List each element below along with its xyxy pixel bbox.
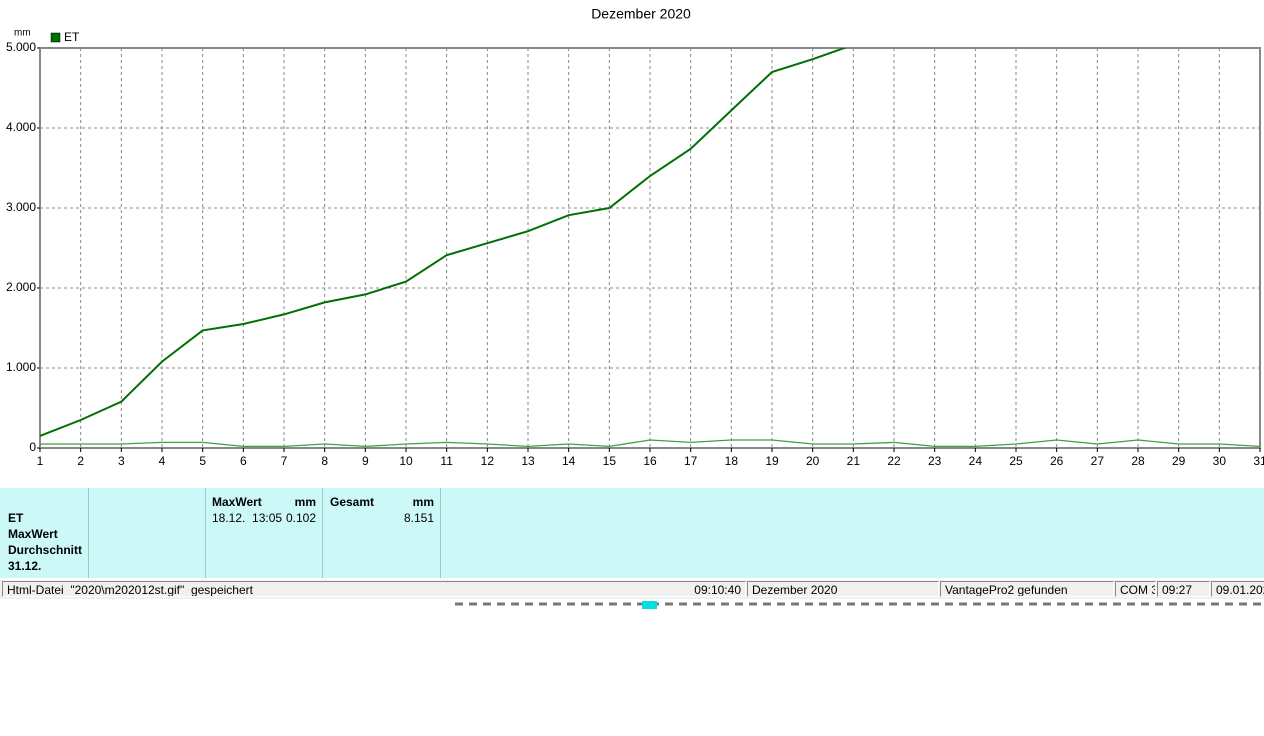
label: 31.12. xyxy=(8,559,42,573)
background-strip xyxy=(455,601,1264,609)
value: 8.151 xyxy=(403,511,434,525)
chart: Dezember 2020 mm ET 0 1.000 2.000 3.000 4.00… xyxy=(6,6,1264,468)
column: ET MaxWert Durchschnitt 31.12. xyxy=(0,488,89,578)
y-tick-label: 3.000 xyxy=(6,200,36,214)
x-tick-label: 6 xyxy=(240,454,247,468)
x-tick-label: 19 xyxy=(765,454,779,468)
status-cell: Dezember 2020 xyxy=(747,581,939,597)
status-message: Html-Datei "2020\m202012st.gif" gespeich… xyxy=(2,581,746,597)
column: MaxWert mm 18.12. 13:05 0.102 xyxy=(206,488,323,578)
x-tick-label: 8 xyxy=(321,454,328,468)
x-tick-label: 31 xyxy=(1253,454,1264,468)
x-tick-label: 22 xyxy=(887,454,901,468)
x-tick-label: 28 xyxy=(1131,454,1145,468)
x-tick-label: 17 xyxy=(684,454,698,468)
x-tick-label: 27 xyxy=(1091,454,1105,468)
unit: mm xyxy=(412,495,434,509)
y-tick-label: 5.000 xyxy=(6,40,36,54)
status-cell: 09:27 xyxy=(1157,581,1210,597)
x-tick-label: 12 xyxy=(481,454,495,468)
x-tick-label: 5 xyxy=(199,454,206,468)
x-tick-label: 13 xyxy=(521,454,535,468)
x-tick-label: 23 xyxy=(928,454,942,468)
y-tick-label: 4.000 xyxy=(6,120,36,134)
decoration xyxy=(642,601,657,609)
x-tick-label: 18 xyxy=(725,454,739,468)
header: MaxWert xyxy=(212,495,262,509)
legend: ET xyxy=(50,30,80,44)
time: 09:10:40 xyxy=(694,583,741,597)
chart-title: Dezember 2020 xyxy=(591,6,691,22)
x-tick-label: 16 xyxy=(643,454,657,468)
data-line xyxy=(40,48,848,437)
x-tick-label: 24 xyxy=(969,454,983,468)
x-tick-label: 14 xyxy=(562,454,576,468)
data-line xyxy=(40,439,1260,448)
value: 0.102 xyxy=(285,511,316,525)
x-tick-label: 2 xyxy=(77,454,84,468)
status-cell: COM 3 xyxy=(1115,581,1156,597)
x-tick-label: 30 xyxy=(1213,454,1227,468)
x-tick-label: 9 xyxy=(362,454,369,468)
status-bar: Html-Datei "2020\m202012st.gif" gespeich… xyxy=(0,580,1264,599)
status-cell: VantagePro2 gefunden xyxy=(940,581,1114,597)
header: Gesamt xyxy=(330,495,375,509)
label: MaxWert xyxy=(8,527,58,541)
column xyxy=(89,488,206,578)
y-tick-label: 1.000 xyxy=(6,360,36,374)
x-tick-label: 4 xyxy=(159,454,166,468)
x-tick-label: 11 xyxy=(440,454,453,468)
legend-label: ET xyxy=(64,30,80,44)
x-tick-label: 26 xyxy=(1050,454,1064,468)
y-tick-label: 0 xyxy=(29,440,36,454)
x-tick-label: 29 xyxy=(1172,454,1186,468)
time: 18.12. 13:05 xyxy=(212,511,283,525)
column: Gesamt mm 8.151 xyxy=(323,488,441,578)
x-tick-label: 1 xyxy=(37,454,44,468)
x-tick-label: 3 xyxy=(118,454,125,468)
x-tick-label: 25 xyxy=(1009,454,1023,468)
x-tick-label: 7 xyxy=(281,454,288,468)
unit: mm xyxy=(294,495,316,509)
label: ET xyxy=(8,511,24,525)
x-tick-label: 20 xyxy=(806,454,820,468)
x-tick-label: 15 xyxy=(603,454,617,468)
label: Durchschnitt xyxy=(8,543,83,557)
y-unit: mm xyxy=(14,28,31,39)
y-tick-label: 2.000 xyxy=(6,280,36,294)
text: Html-Datei "2020\m202012st.gif" gespeich… xyxy=(7,583,253,597)
info-panel: ET MaxWert Durchschnitt 31.12. MaxWert m… xyxy=(0,488,1264,578)
x-tick-label: 21 xyxy=(847,454,861,468)
x-tick-label: 10 xyxy=(399,454,413,468)
legend-swatch xyxy=(50,32,61,43)
